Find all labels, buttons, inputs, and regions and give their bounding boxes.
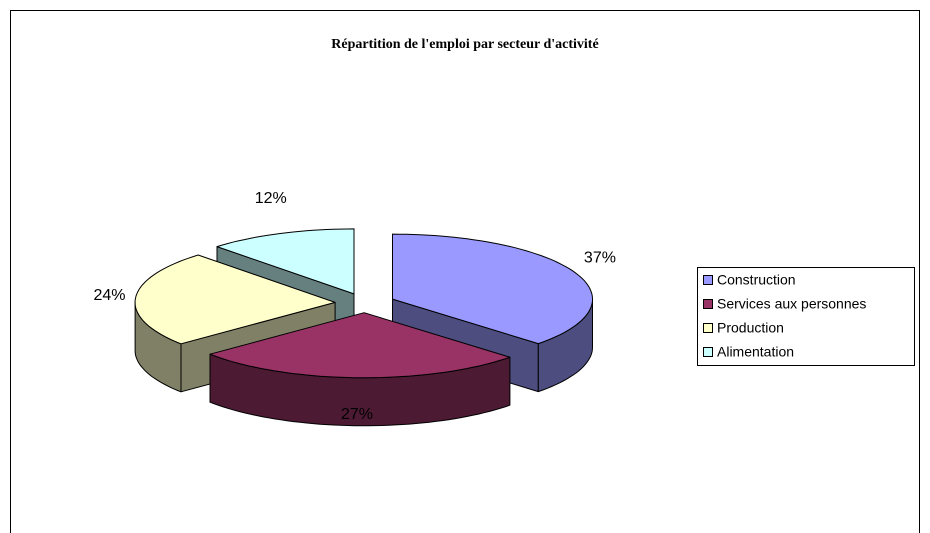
data-label: 37% [584,250,616,267]
legend-swatch [703,275,713,285]
legend-swatch [703,323,713,333]
legend-box [697,267,915,366]
legend-label: Alimentation [717,344,794,360]
legend-label: Construction [717,272,796,288]
data-label: 24% [93,287,125,304]
legend-swatch [703,347,713,357]
legend-label: Production [717,320,784,336]
legend-swatch [703,299,713,309]
slice [209,312,511,427]
data-label: 27% [341,406,373,423]
slice-top [134,254,336,345]
chart-title: Répartition de l'emploi par secteur d'ac… [331,37,598,52]
data-label: 12% [255,190,287,207]
legend-label: Services aux personnes [717,296,866,312]
slice-top [209,312,511,379]
slice-top [392,233,593,345]
slice-top [216,228,355,295]
